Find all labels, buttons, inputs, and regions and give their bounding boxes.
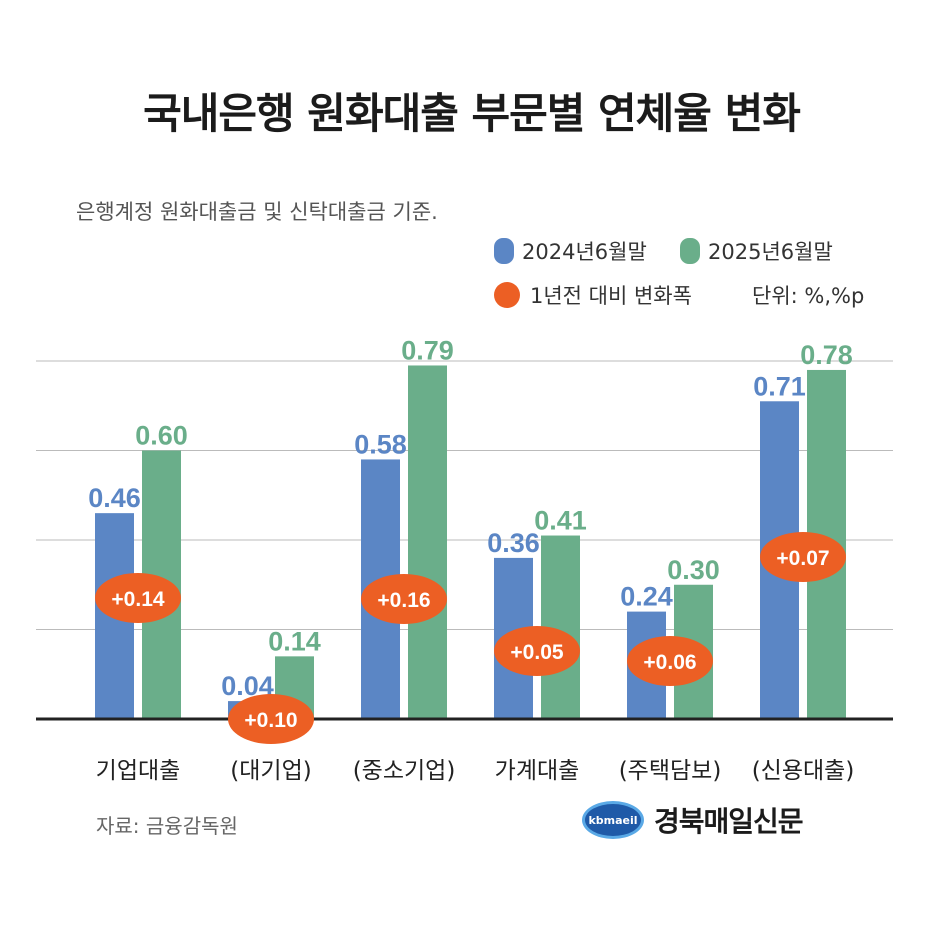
brand-name: 경북매일신문 xyxy=(654,805,804,838)
value-label-2024-2: 0.58 xyxy=(354,429,407,459)
value-label-2025-4: 0.30 xyxy=(667,555,720,585)
change-badge-1 xyxy=(228,694,314,744)
value-label-2024-5: 0.71 xyxy=(753,371,806,401)
legend-change-dot xyxy=(494,282,520,308)
value-label-2024-0: 0.46 xyxy=(88,483,141,513)
change-label-0: +0.14 xyxy=(111,588,164,611)
change-badge-0 xyxy=(95,573,181,623)
brand-logo: kbmaeil xyxy=(582,801,644,839)
change-badge-5 xyxy=(760,532,846,582)
legend-series1: 2024년6월말 xyxy=(494,236,647,266)
change-label-5: +0.07 xyxy=(776,547,829,570)
category-label-3: 가계대출 xyxy=(495,758,580,784)
category-label-0: 기업대출 xyxy=(96,758,181,784)
unit-label: 단위: %,%p xyxy=(752,284,865,308)
change-label-1: +0.10 xyxy=(244,709,297,732)
chart-title: 국내은행 원화대출 부문별 연체율 변화 xyxy=(143,89,801,138)
change-label-3: +0.05 xyxy=(510,641,563,664)
change-label-2: +0.16 xyxy=(377,589,430,612)
legend-series2: 2025년6월말 xyxy=(680,236,833,266)
value-label-2025-1: 0.14 xyxy=(268,626,321,656)
value-label-2025-5: 0.78 xyxy=(800,340,853,370)
bar-2025-2 xyxy=(408,365,447,719)
legend-label-2024: 2024년6월말 xyxy=(522,240,647,264)
value-label-2025-0: 0.60 xyxy=(135,421,188,451)
category-label-2: (중소기업) xyxy=(353,758,456,784)
change-badge-4 xyxy=(627,636,713,686)
bar-chart: 0.460.60기업대출0.040.14(대기업)0.580.79(중소기업)0… xyxy=(36,335,893,784)
legend-swatch-2025 xyxy=(680,238,700,264)
brand: kbmaeil 경북매일신문 xyxy=(582,800,804,840)
legend-swatch-2024 xyxy=(494,238,514,264)
value-label-2024-3: 0.36 xyxy=(487,528,540,558)
change-label-4: +0.06 xyxy=(643,651,696,674)
value-label-2025-3: 0.41 xyxy=(534,506,587,536)
category-label-4: (주택담보) xyxy=(619,758,722,784)
source-label: 자료: 금융감독원 xyxy=(96,814,238,838)
category-label-1: (대기업) xyxy=(230,758,311,784)
value-label-2024-4: 0.24 xyxy=(620,582,673,612)
value-label-2025-2: 0.79 xyxy=(401,335,454,365)
change-badge-3 xyxy=(494,626,580,676)
legend-label-2025: 2025년6월말 xyxy=(708,240,833,264)
category-label-5: (신용대출) xyxy=(752,758,855,784)
legend-label-change: 1년전 대비 변화폭 xyxy=(530,284,692,308)
chart-subtitle: 은행계정 원화대출금 및 신탁대출금 기준. xyxy=(76,200,438,224)
change-badge-2 xyxy=(361,574,447,624)
legend-change: 1년전 대비 변화폭 xyxy=(494,280,692,310)
